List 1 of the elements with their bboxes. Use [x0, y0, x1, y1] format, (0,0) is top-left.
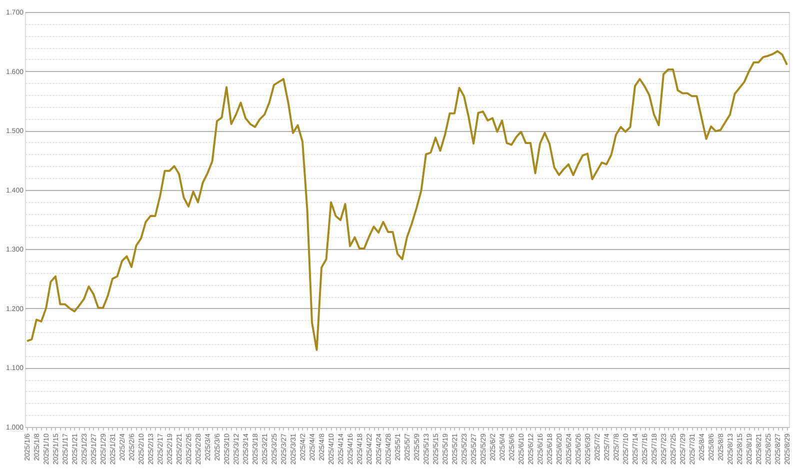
line-series [26, 50, 788, 351]
